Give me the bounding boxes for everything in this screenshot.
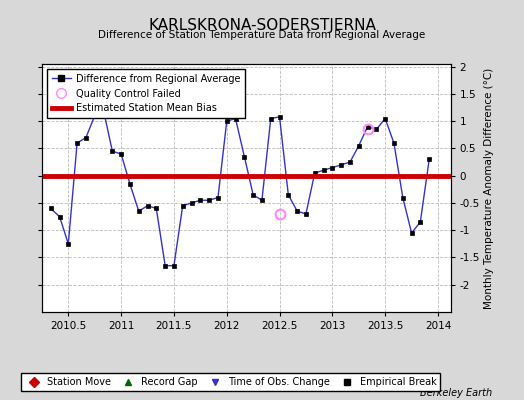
Text: KARLSKRONA-SODERSTJERNA: KARLSKRONA-SODERSTJERNA — [148, 18, 376, 33]
Legend: Difference from Regional Average, Quality Control Failed, Estimated Station Mean: Difference from Regional Average, Qualit… — [47, 69, 245, 118]
Y-axis label: Monthly Temperature Anomaly Difference (°C): Monthly Temperature Anomaly Difference (… — [484, 67, 494, 309]
Legend: Station Move, Record Gap, Time of Obs. Change, Empirical Break: Station Move, Record Gap, Time of Obs. C… — [20, 373, 441, 391]
Text: Difference of Station Temperature Data from Regional Average: Difference of Station Temperature Data f… — [99, 30, 425, 40]
Text: Berkeley Earth: Berkeley Earth — [420, 388, 493, 398]
